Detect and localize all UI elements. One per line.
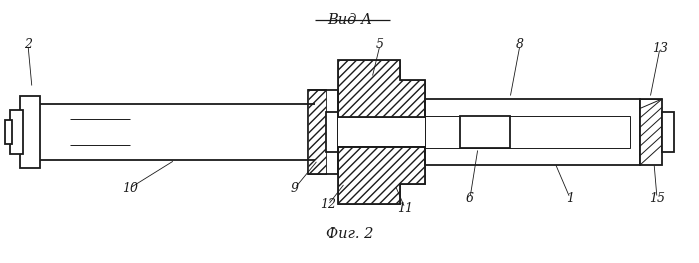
Bar xyxy=(5,120,12,144)
Text: Вид А: Вид А xyxy=(327,13,373,27)
Bar xyxy=(662,112,674,152)
Bar xyxy=(308,90,326,174)
Bar xyxy=(425,99,640,165)
Text: 5: 5 xyxy=(376,38,384,52)
Text: 9: 9 xyxy=(291,181,299,195)
Bar xyxy=(20,96,40,168)
Text: 12: 12 xyxy=(320,199,336,211)
Bar xyxy=(338,118,425,146)
Text: 6: 6 xyxy=(466,191,474,205)
Bar xyxy=(460,116,510,148)
Text: 2: 2 xyxy=(24,38,32,52)
Bar xyxy=(308,90,326,174)
Text: 10: 10 xyxy=(122,181,138,195)
Text: 8: 8 xyxy=(516,38,524,52)
Polygon shape xyxy=(338,60,425,117)
Text: Фиг. 2: Фиг. 2 xyxy=(326,227,374,241)
Bar xyxy=(640,99,662,165)
Bar xyxy=(326,112,338,152)
Text: 13: 13 xyxy=(652,42,668,54)
Bar xyxy=(425,116,630,148)
Text: 11: 11 xyxy=(397,201,413,215)
Bar xyxy=(10,110,23,154)
Text: 1: 1 xyxy=(566,191,574,205)
Bar xyxy=(35,104,315,160)
Polygon shape xyxy=(338,147,425,204)
Text: 15: 15 xyxy=(649,191,665,205)
